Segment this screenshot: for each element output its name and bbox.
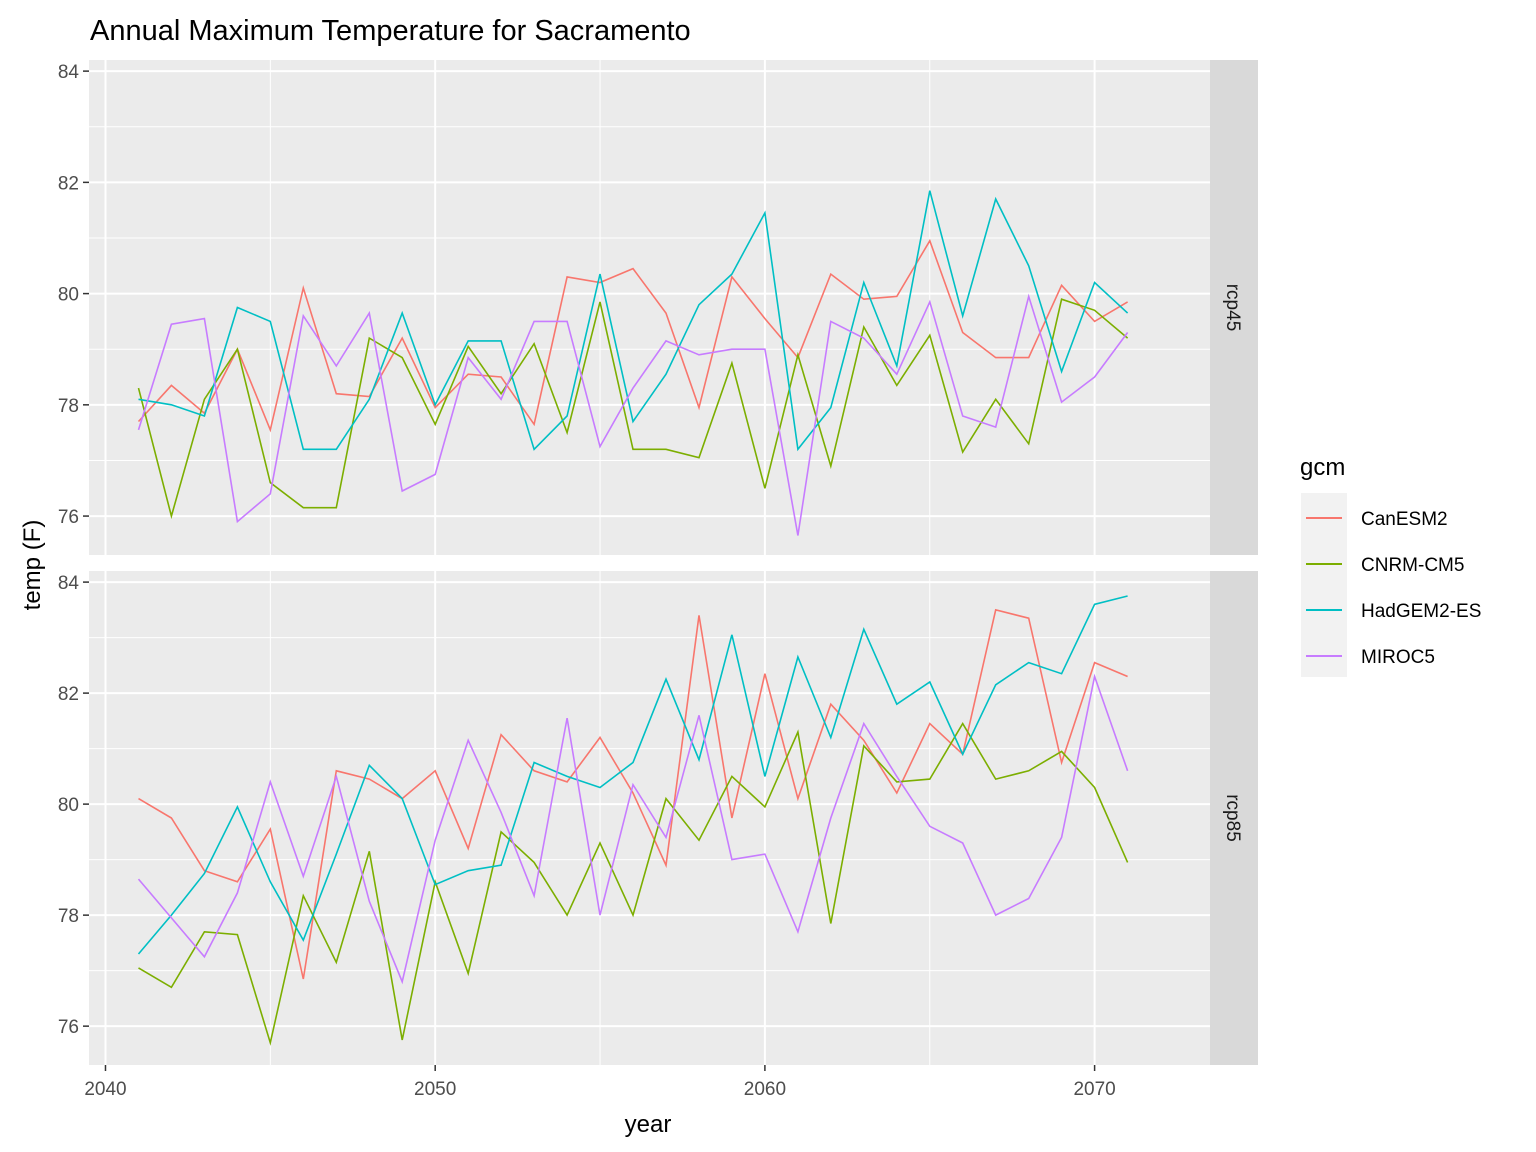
panels: 76 78 80 82 84 rcp45 76 78 80 82 84 rcp85 2040 2050 20… (58, 60, 1258, 1100)
series-line-hadgem2-es-rcp85 (137, 595, 1128, 955)
facet-strip-label: rcp85 (1222, 794, 1243, 842)
legend: gcm CanESM2 CNRM-CM5 HadGEM2-ES MIROC5 (1300, 454, 1481, 677)
y-tick-label: 84 (58, 62, 80, 83)
chart-title: Annual Maximum Temperature for Sacrament… (90, 15, 691, 47)
panel-rcp85: 76 78 80 82 84 rcp85 (58, 571, 1258, 1065)
y-tick-label: 76 (58, 1017, 79, 1038)
y-tick-label: 78 (58, 906, 79, 927)
x-axis-title: year (625, 1111, 672, 1138)
legend-label: HadGEM2-ES (1361, 601, 1481, 622)
panel-background (89, 60, 1210, 555)
series-line-miroc5-rcp85 (137, 673, 1129, 985)
x-tick-label: 2060 (744, 1079, 786, 1100)
y-tick-label: 82 (58, 684, 79, 705)
series-line-canesm2-rcp45 (137, 238, 1129, 433)
series-line-hadgem2-es-rcp45 (138, 190, 1129, 452)
panel-rcp45: 76 78 80 82 84 rcp45 (58, 60, 1258, 555)
legend-key-background (1301, 493, 1347, 677)
facet-strip-label: rcp45 (1222, 284, 1243, 332)
y-tick-label: 80 (58, 285, 79, 306)
legend-label: CNRM-CM5 (1361, 555, 1464, 576)
x-tick-label: 2040 (84, 1079, 126, 1100)
y-tick-label: 78 (58, 396, 79, 417)
legend-label: MIROC5 (1361, 647, 1435, 668)
series-line-miroc5-rcp45 (137, 293, 1129, 536)
facet-strip (1210, 571, 1258, 1065)
series-line-cnrm-cm5-rcp85 (138, 722, 1129, 1046)
facet-strip (1210, 60, 1258, 555)
y-tick-label: 80 (58, 795, 79, 816)
y-tick-label: 82 (58, 173, 79, 194)
y-axis-title: temp (F) (19, 520, 46, 611)
series-line-cnrm-cm5-rcp45 (137, 298, 1129, 520)
x-tick-label: 2050 (414, 1079, 456, 1100)
legend-title: gcm (1300, 454, 1345, 481)
y-tick-label: 76 (58, 507, 79, 528)
x-tick-label: 2070 (1073, 1079, 1115, 1100)
panel-background (89, 571, 1210, 1065)
legend-label: CanESM2 (1361, 509, 1448, 530)
y-tick-label: 84 (58, 573, 80, 594)
